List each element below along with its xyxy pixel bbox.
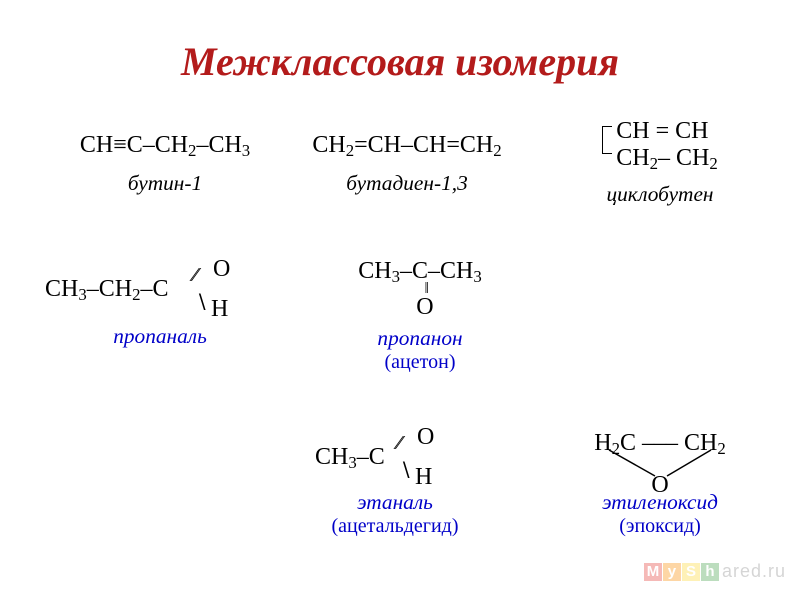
wm-cube-3: h xyxy=(701,563,719,581)
mol-epoxide: H2C ––– CH2 O этиленоксид (эпоксид) xyxy=(555,430,765,538)
formula-butadiene: CH2=CH–CH=CH2 xyxy=(292,132,522,161)
label-propanal: пропаналь xyxy=(45,324,275,349)
formula-propanal: CH3–CH2–C ⁄⁄ O ∖ H xyxy=(45,262,275,318)
wm-cube-1: y xyxy=(663,563,681,581)
label-ethanal-sub: (ацетальдегид) xyxy=(315,515,475,538)
label-butyne: бутин-1 xyxy=(60,171,270,196)
mol-cyclobutene: CH = CH CH2– CH2 циклобутен xyxy=(565,118,755,207)
mol-propanone: CH3–C–CH3 ‖ O пропанон (ацетон) xyxy=(320,258,520,374)
label-propanone: пропанон xyxy=(320,326,520,351)
formula-cyclobutene: CH = CH CH2– CH2 xyxy=(602,118,717,174)
label-propanone-sub: (ацетон) xyxy=(320,351,520,374)
wm-cube-2: S xyxy=(682,563,700,581)
mol-butadiene: CH2=CH–CH=CH2 бутадиен-1,3 xyxy=(292,132,522,196)
mol-ethanal: CH3–C ⁄⁄ O ∖ H этаналь (ацетальдегид) xyxy=(315,430,515,538)
label-butadiene: бутадиен-1,3 xyxy=(292,171,522,196)
formula-ethanal: CH3–C ⁄⁄ O ∖ H xyxy=(315,430,515,486)
mol-butyne: CH≡C–CH2–CH3 бутин-1 xyxy=(60,132,270,196)
page-title: Межклассовая изомерия xyxy=(0,38,800,85)
label-cyclobutene: циклобутен xyxy=(565,182,755,207)
wm-cube-0: M xyxy=(644,563,662,581)
label-ethanal: этаналь xyxy=(315,490,475,515)
watermark: M y S h ared.ru xyxy=(644,561,786,582)
mol-propanal: CH3–CH2–C ⁄⁄ O ∖ H пропаналь xyxy=(45,262,275,349)
wm-rest: ared.ru xyxy=(722,561,786,582)
formula-propanone: CH3–C–CH3 ‖ O xyxy=(358,258,481,324)
formula-butyne: CH≡C–CH2–CH3 xyxy=(60,132,270,161)
formula-epoxide: H2C ––– CH2 O xyxy=(575,430,745,488)
label-epoxide-sub: (эпоксид) xyxy=(555,515,765,538)
